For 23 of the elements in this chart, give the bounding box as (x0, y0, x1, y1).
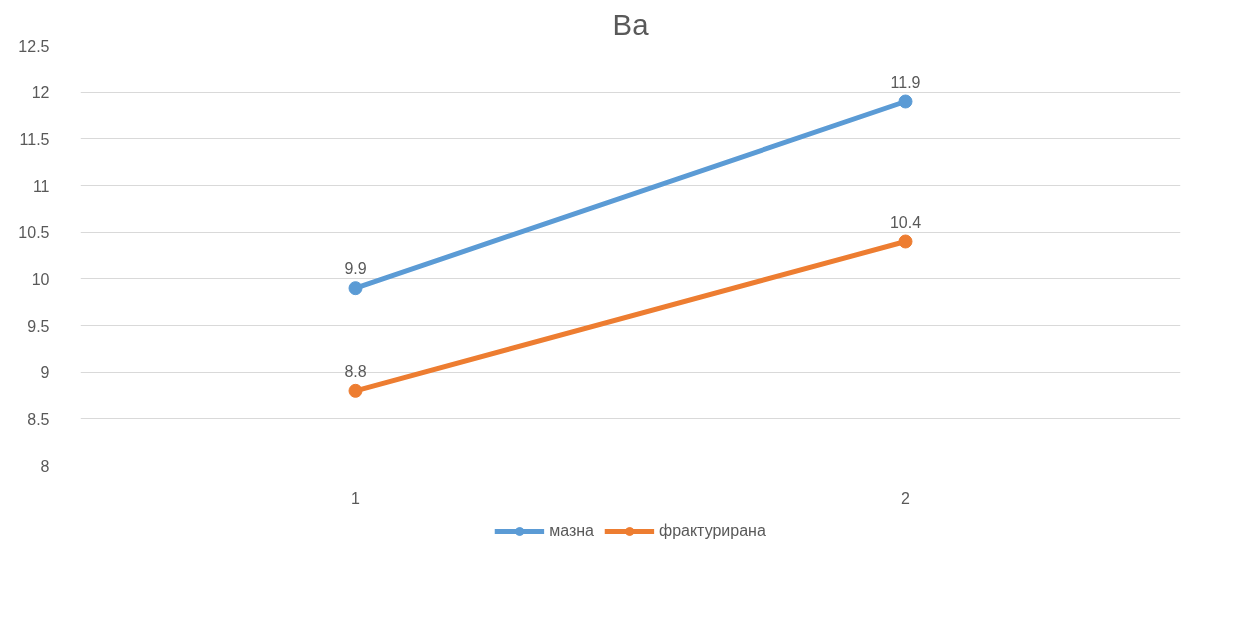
data-label: 10.4 (889, 213, 922, 231)
y-tick-label: 9.5 (27, 317, 50, 335)
x-tick-label: 2 (901, 489, 911, 507)
x-tick-label: 1 (351, 489, 361, 507)
legend-label: мазна (549, 521, 594, 541)
point (898, 94, 913, 109)
y-tick-label: 11.5 (19, 130, 50, 148)
y-tick-label: 12 (31, 84, 50, 102)
point (898, 234, 913, 249)
legend-label: фрактурирана (658, 521, 766, 541)
y-tick-label: 12.5 (18, 37, 50, 55)
data-label: 8.8 (344, 362, 367, 380)
data-label: 11.9 (890, 73, 921, 91)
data-label: 9.9 (344, 260, 367, 278)
y-tick-label: 10 (31, 270, 50, 288)
y-tick-label: 8.5 (27, 410, 50, 428)
point (348, 281, 363, 296)
point (348, 383, 363, 398)
y-tick-label: 8 (40, 457, 50, 475)
y-tick-label: 9 (40, 364, 50, 382)
y-tick-label: 10.5 (18, 224, 50, 242)
y-tick-label: 11 (32, 177, 50, 195)
chart-title: Ba (612, 7, 650, 41)
